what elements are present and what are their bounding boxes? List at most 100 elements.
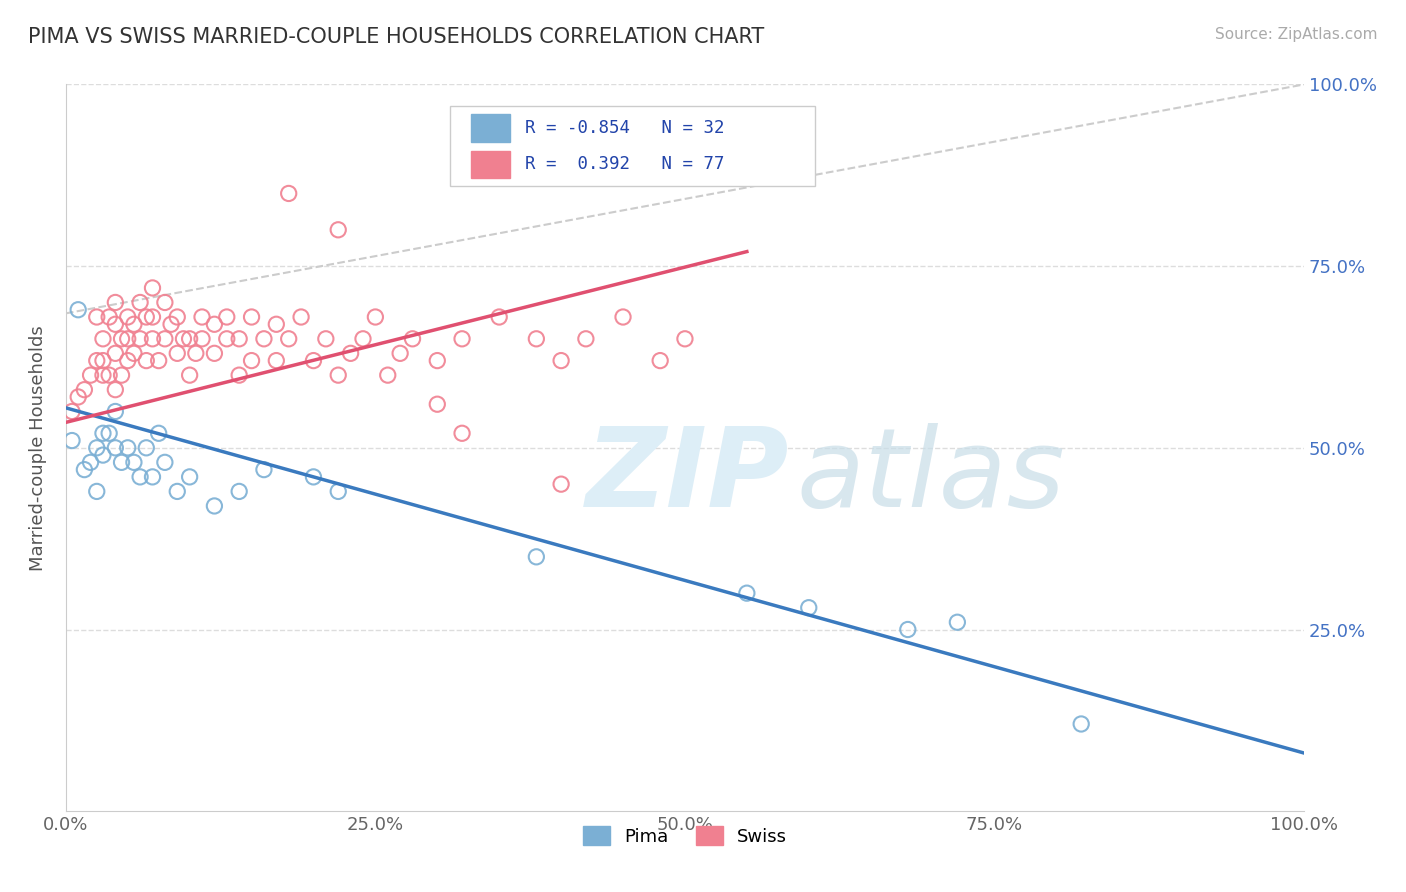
Point bbox=[797, 600, 820, 615]
Point bbox=[550, 477, 572, 491]
Point bbox=[117, 441, 139, 455]
Point bbox=[86, 441, 108, 455]
Text: atlas: atlas bbox=[796, 424, 1064, 531]
Point bbox=[91, 448, 114, 462]
Point bbox=[98, 426, 121, 441]
Point bbox=[179, 368, 201, 383]
Point bbox=[179, 470, 201, 484]
Point bbox=[86, 353, 108, 368]
Point bbox=[277, 186, 299, 201]
Point bbox=[179, 332, 201, 346]
Bar bbox=[471, 114, 510, 142]
Point bbox=[110, 368, 132, 383]
Point bbox=[377, 368, 399, 383]
Point bbox=[735, 586, 758, 600]
Point bbox=[228, 484, 250, 499]
Point bbox=[352, 332, 374, 346]
Point bbox=[122, 346, 145, 360]
Point bbox=[202, 499, 225, 513]
Point bbox=[79, 368, 101, 383]
Point bbox=[141, 310, 163, 324]
Point bbox=[98, 310, 121, 324]
Point bbox=[946, 615, 969, 630]
Point bbox=[191, 310, 214, 324]
Point bbox=[266, 318, 288, 332]
Point bbox=[328, 223, 350, 237]
Text: R =  0.392   N = 77: R = 0.392 N = 77 bbox=[526, 155, 724, 173]
Point bbox=[104, 383, 127, 397]
Point bbox=[153, 332, 176, 346]
Text: ZIP: ZIP bbox=[586, 424, 789, 531]
Point bbox=[122, 318, 145, 332]
Point bbox=[91, 368, 114, 383]
Point bbox=[328, 368, 350, 383]
Point bbox=[104, 318, 127, 332]
Point bbox=[215, 310, 238, 324]
Point bbox=[488, 310, 510, 324]
Point bbox=[290, 310, 312, 324]
Point bbox=[86, 484, 108, 499]
Point bbox=[141, 470, 163, 484]
Point bbox=[91, 353, 114, 368]
Point bbox=[91, 426, 114, 441]
Point bbox=[266, 353, 288, 368]
Point bbox=[451, 426, 474, 441]
Point bbox=[60, 404, 83, 418]
Point bbox=[673, 332, 696, 346]
Point bbox=[228, 332, 250, 346]
Point bbox=[240, 310, 263, 324]
Point bbox=[328, 484, 350, 499]
Point bbox=[897, 623, 920, 637]
Point bbox=[110, 332, 132, 346]
Text: R = -0.854   N = 32: R = -0.854 N = 32 bbox=[526, 119, 724, 137]
Point bbox=[202, 346, 225, 360]
Point bbox=[104, 295, 127, 310]
Point bbox=[451, 332, 474, 346]
Point bbox=[86, 310, 108, 324]
Point bbox=[148, 353, 170, 368]
Point bbox=[60, 434, 83, 448]
Text: Source: ZipAtlas.com: Source: ZipAtlas.com bbox=[1215, 27, 1378, 42]
Point bbox=[401, 332, 423, 346]
Point bbox=[79, 455, 101, 469]
Point bbox=[302, 353, 325, 368]
Point bbox=[91, 332, 114, 346]
Point bbox=[277, 332, 299, 346]
Point bbox=[524, 332, 547, 346]
Point bbox=[302, 470, 325, 484]
Point bbox=[240, 353, 263, 368]
Point bbox=[141, 281, 163, 295]
Point bbox=[166, 346, 188, 360]
Legend: Pima, Swiss: Pima, Swiss bbox=[575, 819, 794, 853]
Point bbox=[215, 332, 238, 346]
Point bbox=[315, 332, 337, 346]
Point bbox=[166, 484, 188, 499]
Text: PIMA VS SWISS MARRIED-COUPLE HOUSEHOLDS CORRELATION CHART: PIMA VS SWISS MARRIED-COUPLE HOUSEHOLDS … bbox=[28, 27, 765, 46]
Point bbox=[202, 318, 225, 332]
Point bbox=[339, 346, 361, 360]
Bar bbox=[471, 151, 510, 178]
Point bbox=[117, 353, 139, 368]
Point bbox=[426, 397, 449, 411]
Point bbox=[228, 368, 250, 383]
Point bbox=[117, 310, 139, 324]
Point bbox=[148, 426, 170, 441]
Point bbox=[117, 332, 139, 346]
Point bbox=[575, 332, 598, 346]
Point bbox=[98, 368, 121, 383]
Point bbox=[172, 332, 194, 346]
Point bbox=[191, 332, 214, 346]
Point bbox=[253, 332, 276, 346]
Point bbox=[364, 310, 387, 324]
Point bbox=[135, 441, 157, 455]
Point bbox=[135, 310, 157, 324]
Point bbox=[129, 332, 152, 346]
Point bbox=[153, 295, 176, 310]
Point bbox=[73, 462, 96, 476]
Point bbox=[73, 383, 96, 397]
Point bbox=[67, 390, 90, 404]
Point bbox=[612, 310, 634, 324]
Point bbox=[650, 353, 672, 368]
FancyBboxPatch shape bbox=[450, 106, 815, 186]
Y-axis label: Married-couple Households: Married-couple Households bbox=[30, 325, 46, 571]
